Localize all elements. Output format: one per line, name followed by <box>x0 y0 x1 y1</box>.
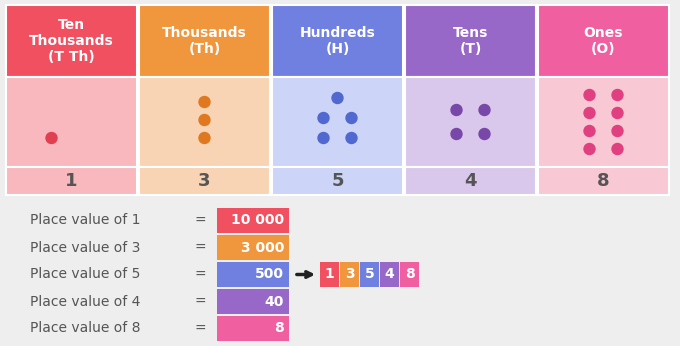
Text: Place value of 4: Place value of 4 <box>30 294 140 309</box>
Text: 5: 5 <box>331 172 344 190</box>
Bar <box>217 316 289 341</box>
Text: 8: 8 <box>274 321 284 336</box>
Circle shape <box>46 133 57 144</box>
Bar <box>217 289 289 314</box>
Circle shape <box>199 97 210 108</box>
Text: 8: 8 <box>405 267 414 282</box>
Circle shape <box>612 108 623 118</box>
Bar <box>139 5 270 77</box>
Bar <box>217 235 289 260</box>
Text: 3: 3 <box>199 172 211 190</box>
Circle shape <box>332 92 343 103</box>
Bar <box>217 208 289 233</box>
Bar <box>340 262 359 287</box>
Text: =: = <box>194 267 206 282</box>
Text: Place value of 5: Place value of 5 <box>30 267 140 282</box>
Text: 1: 1 <box>324 267 335 282</box>
Circle shape <box>199 133 210 144</box>
Bar <box>6 77 137 167</box>
Bar <box>272 77 403 167</box>
Circle shape <box>318 112 329 124</box>
Text: 8: 8 <box>597 172 610 190</box>
Circle shape <box>584 90 595 100</box>
Text: Place value of 3: Place value of 3 <box>30 240 140 255</box>
Text: 4: 4 <box>385 267 394 282</box>
Text: 10 000: 10 000 <box>231 213 284 228</box>
Text: Hundreds
(H): Hundreds (H) <box>300 26 375 56</box>
Bar <box>405 5 536 77</box>
Bar <box>400 262 419 287</box>
Text: Place value of 1: Place value of 1 <box>30 213 141 228</box>
Bar <box>139 77 270 167</box>
Circle shape <box>318 133 329 144</box>
Circle shape <box>479 128 490 139</box>
Circle shape <box>451 128 462 139</box>
Text: 3: 3 <box>345 267 354 282</box>
Bar <box>360 262 379 287</box>
Text: 40: 40 <box>265 294 284 309</box>
Circle shape <box>612 126 623 137</box>
Circle shape <box>199 115 210 126</box>
Circle shape <box>612 144 623 155</box>
Bar <box>380 262 399 287</box>
Text: 500: 500 <box>255 267 284 282</box>
Circle shape <box>451 104 462 116</box>
Text: =: = <box>194 294 206 309</box>
Bar <box>217 262 289 287</box>
Text: =: = <box>194 321 206 336</box>
Text: =: = <box>194 213 206 228</box>
Text: Tens
(T): Tens (T) <box>453 26 488 56</box>
Circle shape <box>612 90 623 100</box>
Bar <box>320 262 339 287</box>
Bar <box>272 5 403 77</box>
Text: Place value of 8: Place value of 8 <box>30 321 141 336</box>
Bar <box>272 167 403 195</box>
Circle shape <box>346 133 357 144</box>
Text: Ones
(O): Ones (O) <box>583 26 624 56</box>
Text: =: = <box>194 240 206 255</box>
Bar <box>538 5 669 77</box>
Text: 5: 5 <box>364 267 375 282</box>
Circle shape <box>584 108 595 118</box>
Bar <box>6 5 137 77</box>
Bar <box>538 167 669 195</box>
Bar <box>405 167 536 195</box>
Bar <box>538 77 669 167</box>
Text: 1: 1 <box>65 172 78 190</box>
Text: 3 000: 3 000 <box>241 240 284 255</box>
Circle shape <box>346 112 357 124</box>
Circle shape <box>584 126 595 137</box>
Text: 4: 4 <box>464 172 477 190</box>
Bar <box>405 77 536 167</box>
Text: Thousands
(Th): Thousands (Th) <box>162 26 247 56</box>
Bar <box>139 167 270 195</box>
Circle shape <box>584 144 595 155</box>
Circle shape <box>479 104 490 116</box>
Bar <box>6 167 137 195</box>
Text: Ten
Thousands
(T Th): Ten Thousands (T Th) <box>29 18 114 64</box>
